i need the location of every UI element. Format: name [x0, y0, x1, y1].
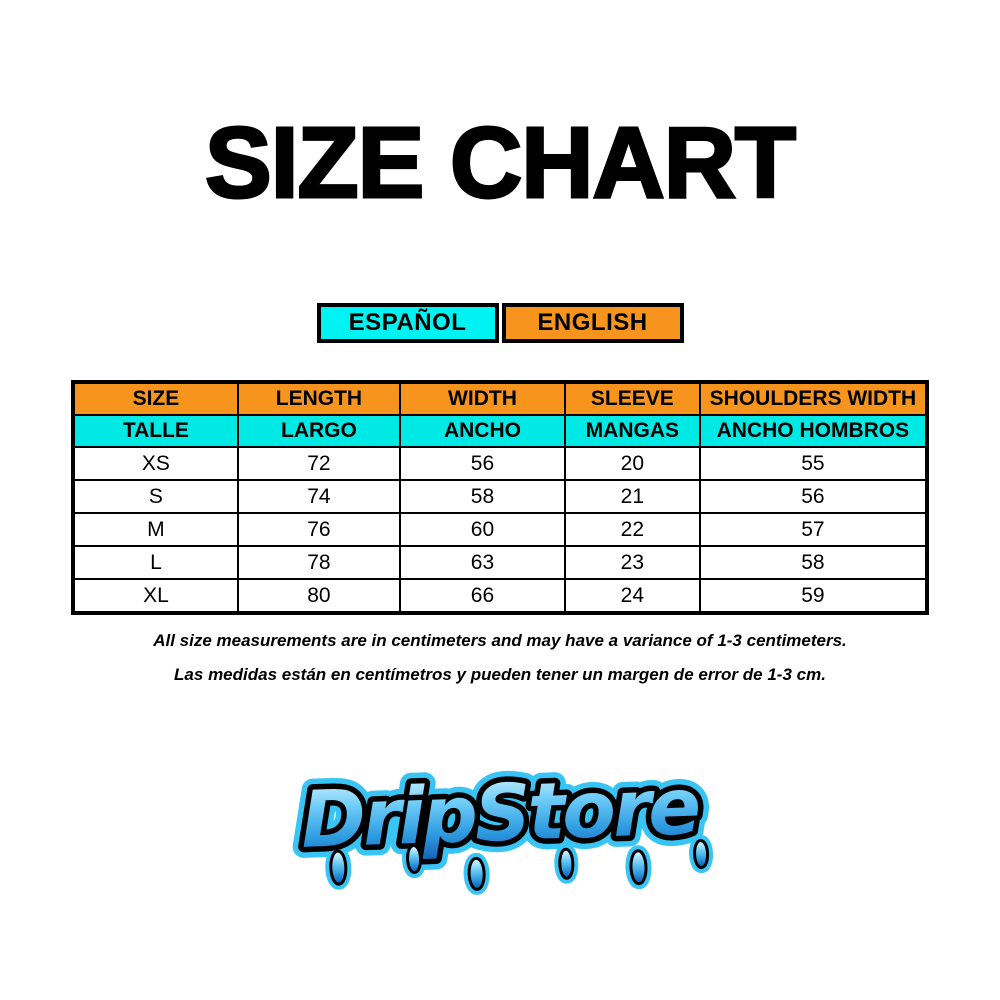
measurement-cell: 80 — [236, 578, 402, 614]
measurement-cell: 76 — [236, 512, 402, 547]
column-header-es: LARGO — [236, 414, 402, 448]
measurement-cell: 24 — [563, 578, 701, 614]
dripstore-logo: DripStore DripStore — [265, 742, 735, 907]
tab-espanol[interactable]: ESPAÑOL — [316, 303, 499, 343]
measurement-cell: 66 — [399, 578, 566, 614]
logo-drip — [406, 844, 423, 875]
measurement-cell: 57 — [698, 512, 929, 547]
header-row-english: SIZE LENGTH WIDTH SLEEVE SHOULDERS WIDTH — [72, 381, 929, 416]
measurement-cell: 21 — [563, 479, 701, 514]
table-row: S 74 58 21 56 — [72, 479, 929, 514]
column-header-en: SHOULDERS WIDTH — [698, 381, 929, 416]
column-header-en: LENGTH — [236, 381, 402, 416]
measurement-cell: 23 — [563, 545, 701, 580]
table-row: L 78 63 23 58 — [72, 545, 929, 580]
measurement-cell: 59 — [698, 578, 929, 614]
column-header-es: ANCHO — [399, 414, 566, 448]
page-title: SIZE CHART — [204, 107, 798, 219]
logo-drip — [467, 856, 486, 891]
table-row: XS 72 56 20 55 — [72, 446, 929, 481]
size-table: SIZE LENGTH WIDTH SLEEVE SHOULDERS WIDTH TALL… — [71, 380, 929, 615]
logo-drip — [329, 849, 348, 886]
note-spanish: Las medidas están en centímetros y puede… — [174, 665, 826, 684]
size-cell: XS — [72, 446, 239, 481]
note-english: All size measurements are in centimeters… — [153, 631, 847, 650]
measurement-cell: 58 — [698, 545, 929, 580]
measurement-cell: 63 — [399, 545, 566, 580]
logo-drip — [693, 839, 710, 869]
measurement-cell: 56 — [399, 446, 566, 481]
column-header-en: WIDTH — [399, 381, 566, 416]
logo-ink-layer: DripStore — [294, 757, 710, 891]
table-row: XL 80 66 24 59 — [72, 578, 929, 614]
size-cell: L — [72, 545, 239, 580]
measurement-cell: 58 — [399, 479, 566, 514]
logo-drip — [558, 847, 575, 880]
logo-drip — [629, 849, 648, 886]
table-row: M 76 60 22 57 — [72, 512, 929, 547]
column-header-en: SIZE — [72, 381, 239, 416]
dripstore-logo-art: DripStore DripStore — [288, 751, 714, 895]
measurement-cell: 72 — [236, 446, 402, 481]
language-tabs: ESPAÑOL ENGLISH — [0, 303, 1000, 343]
column-header-en: SLEEVE — [563, 381, 701, 416]
measurement-cell: 60 — [399, 512, 566, 547]
size-cell: XL — [72, 578, 239, 614]
column-header-es: ANCHO HOMBROS — [698, 414, 929, 448]
header-row-spanish: TALLE LARGO ANCHO MANGAS ANCHO HOMBROS — [72, 414, 929, 448]
measurement-cell: 74 — [236, 479, 402, 514]
measurement-cell: 78 — [236, 545, 402, 580]
logo-main-text: DripStore — [299, 762, 699, 866]
measurement-cell: 55 — [698, 446, 929, 481]
size-cell: S — [72, 479, 239, 514]
size-cell: M — [72, 512, 239, 547]
column-header-es: TALLE — [72, 414, 239, 448]
measurement-cell: 20 — [563, 446, 701, 481]
tab-english[interactable]: ENGLISH — [501, 303, 684, 343]
column-header-es: MANGAS — [563, 414, 701, 448]
measurement-cell: 22 — [563, 512, 701, 547]
measurement-cell: 56 — [698, 479, 929, 514]
